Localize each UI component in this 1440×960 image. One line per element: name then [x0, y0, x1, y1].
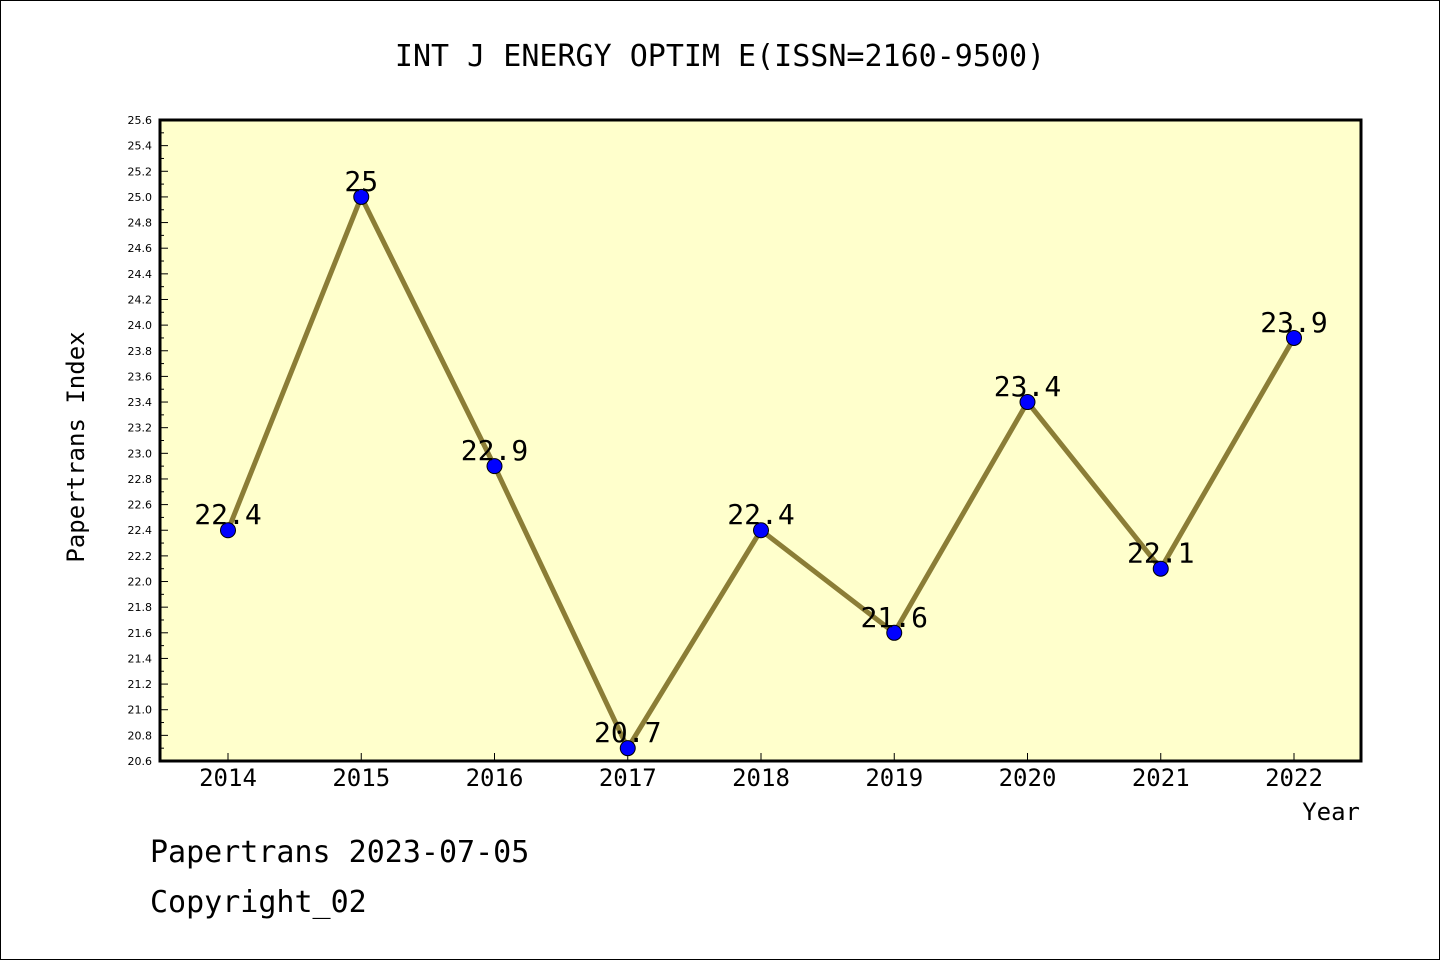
- x-tick-label: 2017: [599, 764, 657, 792]
- x-tick-label: 2018: [732, 764, 790, 792]
- x-axis: 2014 2015 2016 2017 2018 2019 2020 2021 2022: [199, 753, 1323, 792]
- data-label: 22.4: [194, 498, 261, 531]
- y-tick-label: 24.4: [128, 268, 153, 281]
- x-tick-label: 2015: [332, 764, 390, 792]
- y-tick-label: 23.4: [128, 396, 153, 409]
- data-point: [486, 458, 503, 475]
- data-label: 25: [344, 165, 378, 198]
- y-tick-label: 22.2: [128, 550, 153, 563]
- data-point: [1019, 394, 1036, 411]
- data-label: 20.7: [594, 716, 661, 749]
- data-point: [886, 624, 903, 641]
- y-tick-label: 21.8: [128, 601, 153, 614]
- y-tick-label: 23.2: [128, 422, 153, 435]
- y-tick-label: 22.0: [128, 576, 153, 589]
- y-tick-label: 25.2: [128, 165, 153, 178]
- data-point: [619, 740, 636, 757]
- x-tick-label: 2014: [199, 764, 257, 792]
- data-label: 23.4: [994, 370, 1061, 403]
- y-tick-label: 21.4: [128, 652, 153, 665]
- data-point: [753, 522, 769, 539]
- y-tick-label: 20.8: [128, 729, 153, 742]
- x-tick-label: 2016: [466, 764, 524, 792]
- x-tick-label: 2021: [1132, 764, 1190, 792]
- series-group: [220, 188, 1302, 757]
- y-tick-label: 23.6: [128, 370, 153, 383]
- y-tick-label: 22.4: [128, 524, 153, 537]
- data-label: 22.1: [1127, 537, 1194, 570]
- data-label: 21.6: [861, 601, 928, 634]
- y-tick-label: 20.6: [128, 755, 153, 768]
- chart-title: INT J ENERGY OPTIM E(ISSN=2160-9500): [395, 39, 1045, 74]
- y-axis-label: Papertrans Index: [62, 331, 90, 562]
- footer-copyright: Copyright_02: [150, 885, 367, 920]
- data-labels: 22.4 25 22.9 20.7 22.4 21.6 23.4 22.1 23.9: [194, 165, 1327, 749]
- plot-area: [158, 118, 1363, 763]
- data-point: [220, 522, 236, 539]
- data-label: 22.4: [727, 498, 794, 531]
- y-tick-label: 24.6: [128, 242, 153, 255]
- y-tick-label: 25.6: [128, 114, 153, 127]
- y-tick-label: 23.0: [128, 447, 153, 460]
- y-tick-label: 22.6: [128, 499, 153, 512]
- y-tick-label: 25.0: [128, 191, 153, 204]
- x-axis-label: Year: [1302, 798, 1360, 826]
- y-tick-label: 21.0: [128, 704, 153, 717]
- y-tick-label: 23.8: [128, 345, 153, 358]
- y-tick-label: 24.8: [128, 217, 153, 230]
- data-point: [353, 188, 370, 205]
- y-axis: 20.6 20.8 21.0 21.2 21.4 21.6 21.8 22.0 22.2 22.4…: [128, 114, 168, 768]
- data-label: 23.9: [1260, 306, 1327, 339]
- y-tick-label: 25.4: [128, 140, 153, 153]
- x-tick-label: 2019: [865, 764, 923, 792]
- y-tick-label: 21.2: [128, 678, 153, 691]
- y-tick-label: 24.0: [128, 319, 153, 332]
- data-point: [1152, 560, 1169, 577]
- y-tick-label: 22.8: [128, 473, 153, 486]
- x-tick-label: 2022: [1265, 764, 1323, 792]
- data-label: 22.9: [461, 434, 528, 467]
- data-point: [1286, 329, 1302, 346]
- footer-date: Papertrans 2023-07-05: [150, 835, 530, 870]
- x-tick-label: 2020: [999, 764, 1057, 792]
- y-tick-label: 24.2: [128, 293, 153, 306]
- y-tick-label: 21.6: [128, 627, 153, 640]
